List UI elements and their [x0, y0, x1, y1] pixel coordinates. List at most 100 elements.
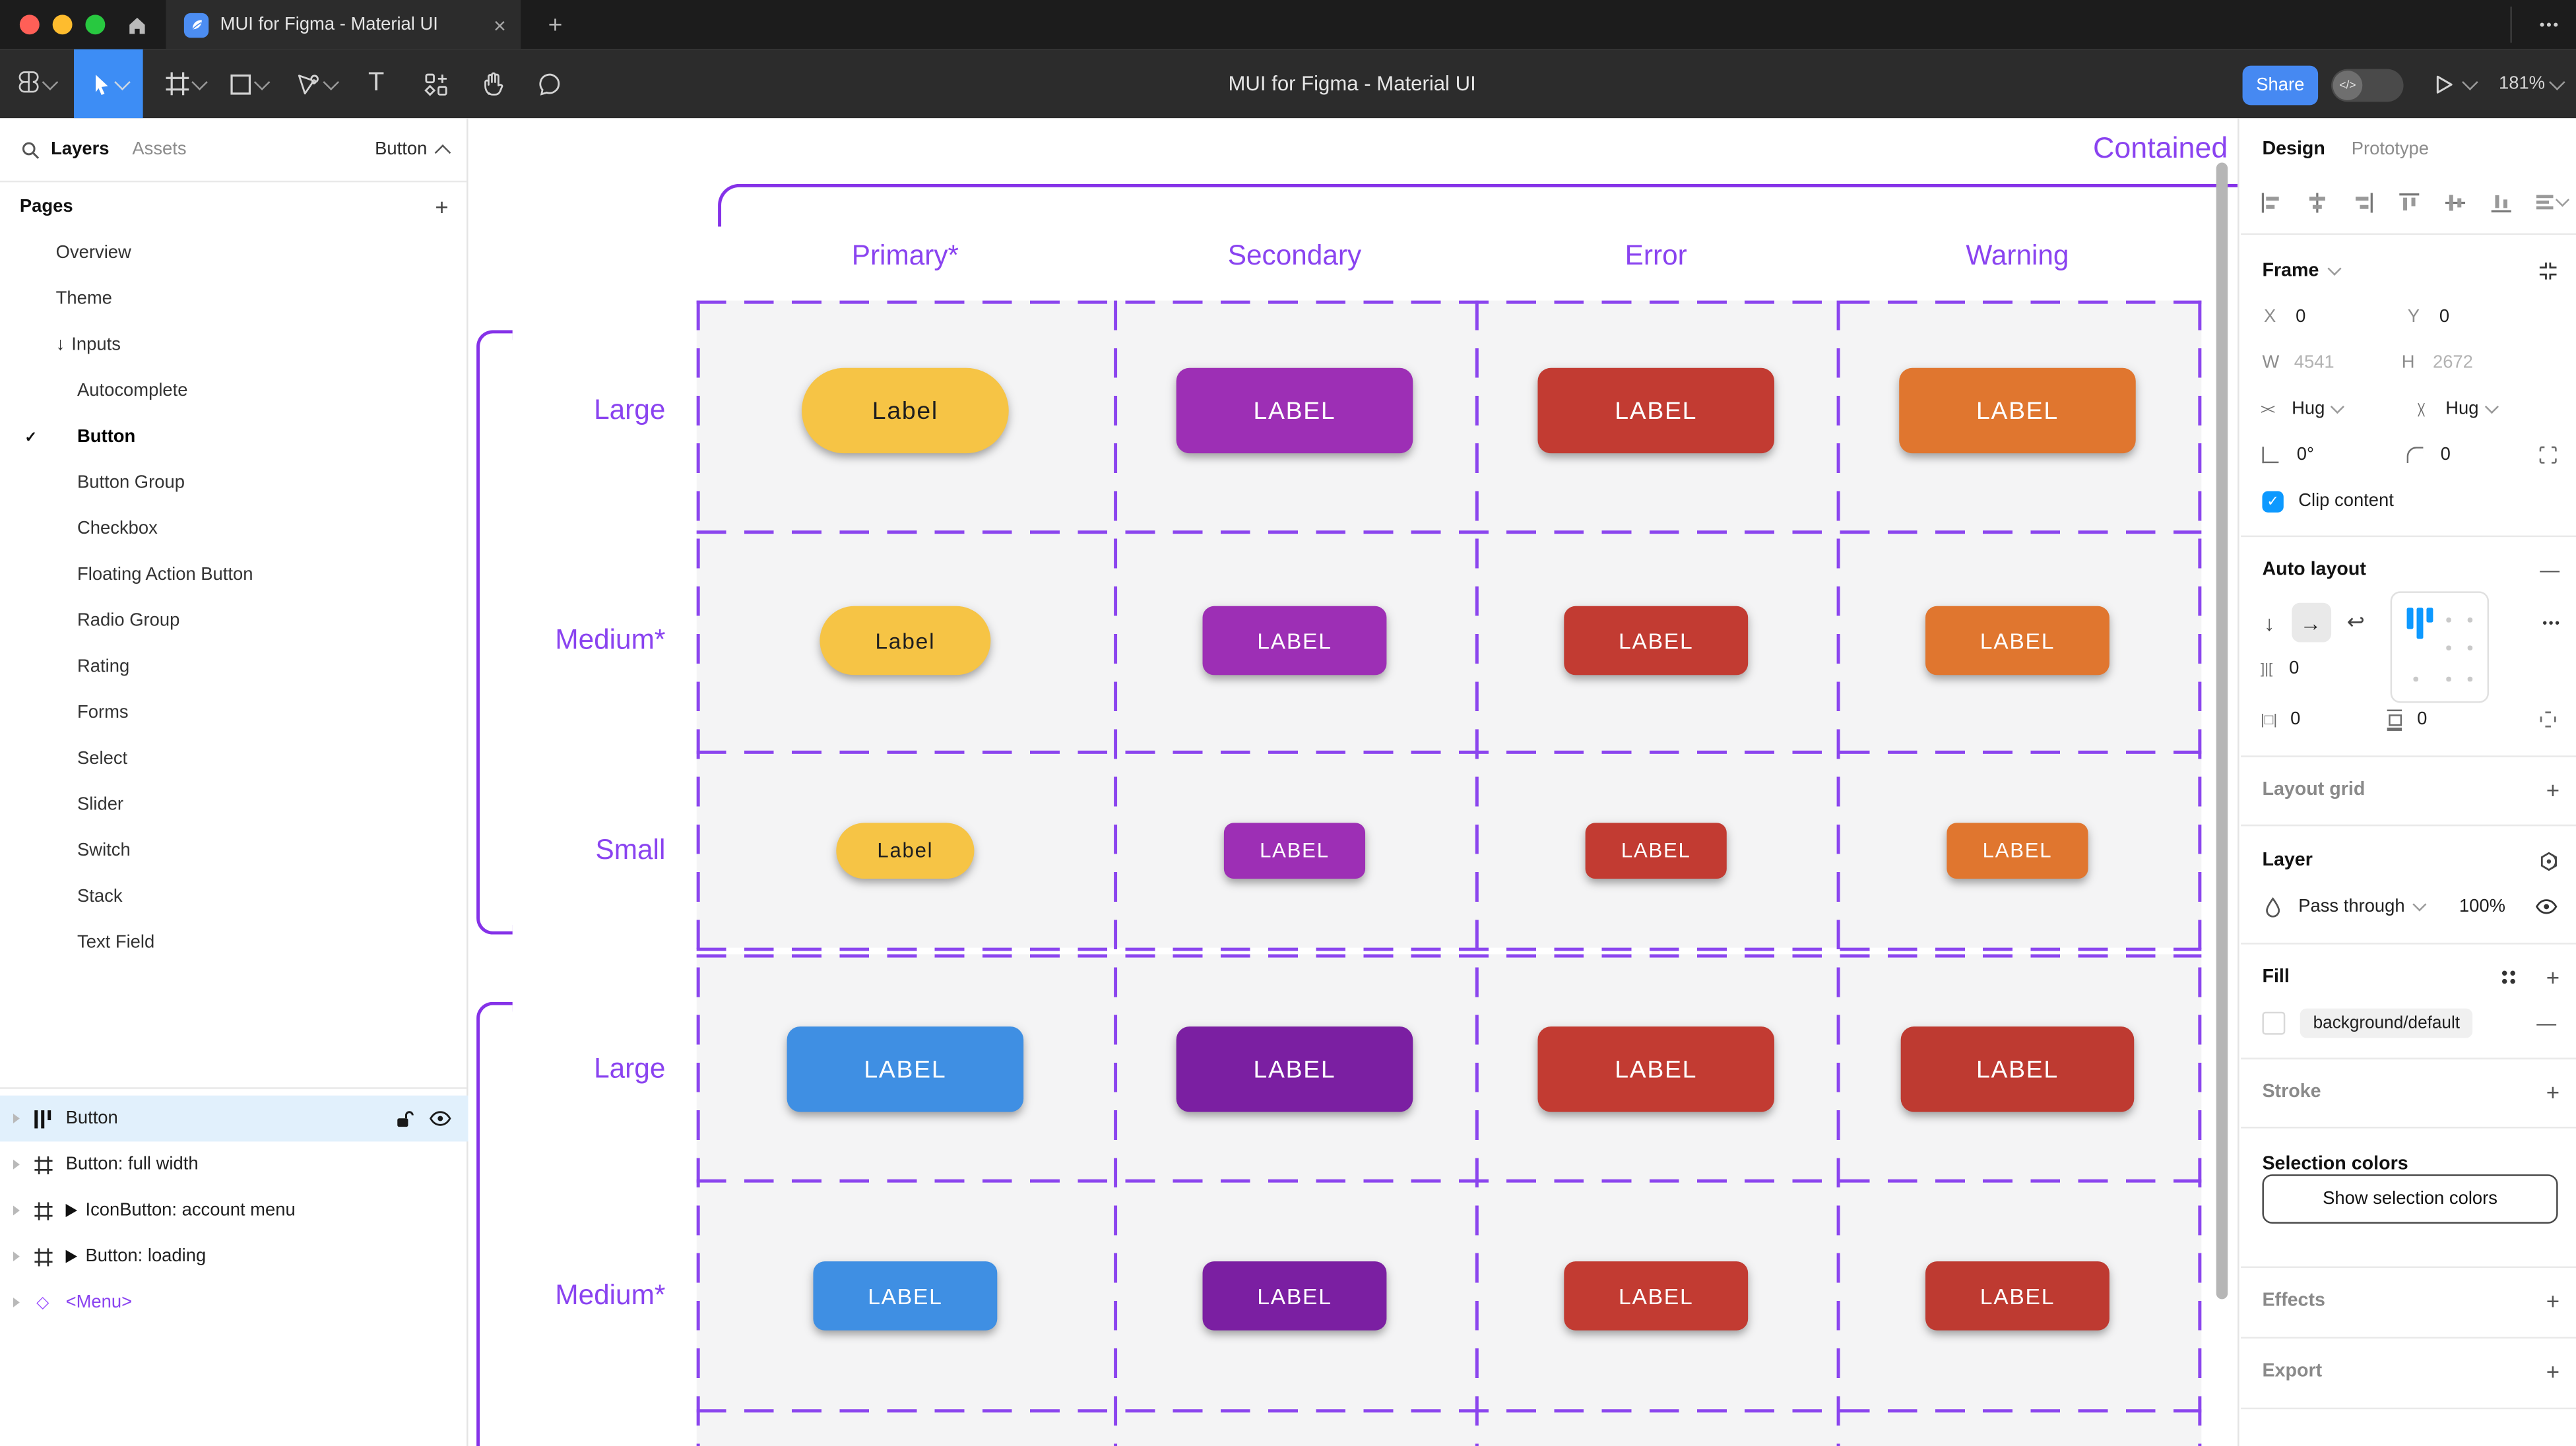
- flow-vertical-icon[interactable]: ↓: [2263, 610, 2275, 635]
- layer-row-button[interactable]: Button: [0, 1095, 468, 1142]
- zoom-level-dropdown[interactable]: 181%: [2499, 49, 2566, 119]
- align-bottom-icon[interactable]: [2491, 191, 2512, 212]
- layer-disclosure-icon[interactable]: [13, 1159, 20, 1170]
- canvas-button-medium-secondary[interactable]: LABEL: [1202, 606, 1387, 676]
- sidebar-page-inputs[interactable]: ↓ Inputs: [0, 322, 468, 368]
- canvas-button-medium-secondary[interactable]: LABEL: [1202, 1261, 1387, 1331]
- canvas-button-medium-primary[interactable]: LABEL: [813, 1261, 998, 1331]
- fill-styles-icon[interactable]: [2501, 970, 2515, 985]
- remove-auto-layout-icon[interactable]: —: [2540, 558, 2560, 582]
- canvas-button-medium-error[interactable]: LABEL: [1564, 1261, 1749, 1331]
- align-left-icon[interactable]: [2261, 191, 2282, 212]
- layer-row-iconbutton-account-menu[interactable]: IconButton: account menu: [0, 1187, 468, 1234]
- corner-radius-input[interactable]: 0: [2440, 445, 2451, 465]
- sidebar-page-slider[interactable]: Slider: [0, 782, 468, 828]
- sidebar-page-switch[interactable]: Switch: [0, 828, 468, 874]
- file-tab[interactable]: MUI for Figma - Material UI ×: [166, 0, 521, 49]
- tab-design[interactable]: Design: [2262, 139, 2325, 160]
- pen-tool-button[interactable]: [284, 49, 347, 119]
- shape-tool-button[interactable]: [218, 49, 278, 119]
- visibility-eye-icon[interactable]: [429, 1109, 452, 1129]
- tab-layers[interactable]: Layers: [51, 139, 110, 160]
- remove-fill-icon[interactable]: —: [2536, 1011, 2557, 1035]
- layer-disclosure-icon[interactable]: [13, 1205, 20, 1216]
- text-tool-button[interactable]: T: [368, 69, 385, 97]
- canvas-scrollbar[interactable]: [2216, 162, 2228, 1300]
- add-layout-grid-icon[interactable]: +: [2546, 776, 2560, 803]
- macos-close-button[interactable]: [19, 15, 40, 35]
- macos-minimize-button[interactable]: [52, 15, 73, 35]
- canvas[interactable]: Contained Primary* Secondary Error Warning …: [468, 118, 2238, 1446]
- layer-disclosure-icon[interactable]: [13, 1297, 20, 1307]
- fill-color-swatch[interactable]: [2262, 1011, 2286, 1035]
- canvas-button-small-primary[interactable]: Label: [836, 823, 975, 879]
- hand-tool-button[interactable]: [467, 49, 519, 119]
- canvas-button-large-error[interactable]: LABEL: [1537, 1026, 1774, 1112]
- frame-title[interactable]: Contained: [2093, 131, 2228, 164]
- align-top-icon[interactable]: [2399, 191, 2420, 212]
- canvas-button-small-warning[interactable]: LABEL: [1947, 823, 2088, 879]
- tab-assets[interactable]: Assets: [132, 139, 187, 160]
- show-selection-colors-button[interactable]: Show selection colors: [2262, 1174, 2558, 1224]
- frame-type-dropdown[interactable]: Frame: [2262, 261, 2341, 281]
- canvas-button-medium-warning[interactable]: LABEL: [1925, 606, 2109, 676]
- file-name-title[interactable]: MUI for Figma - Material UI: [1228, 72, 1476, 96]
- add-stroke-icon[interactable]: +: [2546, 1079, 2560, 1106]
- canvas-button-medium-error[interactable]: LABEL: [1564, 606, 1749, 676]
- distribute-icon[interactable]: [2535, 192, 2569, 212]
- comment-tool-button[interactable]: [523, 49, 575, 119]
- dev-mode-toggle[interactable]: </>: [2331, 69, 2404, 102]
- present-button[interactable]: [2433, 49, 2478, 119]
- canvas-button-small-error[interactable]: LABEL: [1585, 823, 1727, 879]
- canvas-button-large-error[interactable]: LABEL: [1537, 367, 1774, 454]
- flow-horizontal-icon[interactable]: →: [2291, 602, 2331, 643]
- vertical-sizing-dropdown[interactable]: Hug: [2445, 399, 2498, 419]
- tab-close-icon[interactable]: ×: [493, 12, 506, 38]
- layer-row-button-full-width[interactable]: Button: full width: [0, 1141, 468, 1187]
- add-effect-icon[interactable]: +: [2546, 1288, 2560, 1314]
- sidebar-page-forms[interactable]: Forms: [0, 690, 468, 736]
- padding-vertical-input[interactable]: 0: [2417, 709, 2428, 730]
- add-fill-icon[interactable]: +: [2546, 964, 2560, 991]
- independent-padding-icon[interactable]: [2538, 710, 2558, 730]
- canvas-button-large-primary[interactable]: Label: [802, 367, 1009, 454]
- align-right-icon[interactable]: [2352, 191, 2373, 212]
- collapse-icon[interactable]: [2538, 261, 2558, 281]
- sidebar-page-select[interactable]: Select: [0, 736, 468, 782]
- add-page-icon[interactable]: +: [435, 193, 449, 220]
- w-input[interactable]: 4541: [2294, 353, 2334, 373]
- current-page-dropdown[interactable]: Button: [375, 140, 451, 160]
- sidebar-page-checkbox[interactable]: Checkbox: [0, 506, 468, 552]
- blend-mode-dropdown[interactable]: Pass through: [2298, 896, 2426, 916]
- frame-tool-button[interactable]: [156, 49, 216, 119]
- flow-wrap-icon[interactable]: ↩: [2346, 609, 2365, 635]
- sidebar-page-overview[interactable]: Overview: [0, 230, 468, 276]
- alignment-matrix[interactable]: [2390, 591, 2490, 703]
- canvas-button-small-secondary[interactable]: LABEL: [1223, 823, 1366, 879]
- sidebar-page-text-field[interactable]: Text Field: [0, 920, 468, 966]
- canvas-button-large-secondary[interactable]: LABEL: [1176, 367, 1413, 454]
- unlock-icon[interactable]: [395, 1108, 414, 1129]
- main-menu-button[interactable]: [13, 49, 59, 119]
- h-input[interactable]: 2672: [2432, 353, 2473, 373]
- y-input[interactable]: 0: [2439, 307, 2450, 327]
- sidebar-page-rating[interactable]: Rating: [0, 644, 468, 690]
- sidebar-page-autocomplete[interactable]: Autocomplete: [0, 368, 468, 414]
- canvas-button-large-primary[interactable]: LABEL: [787, 1026, 1024, 1112]
- auto-layout-more-icon[interactable]: •••: [2542, 615, 2561, 630]
- new-tab-button[interactable]: +: [548, 11, 563, 39]
- padding-horizontal-input[interactable]: 0: [2290, 709, 2301, 730]
- share-button[interactable]: Share: [2242, 65, 2319, 106]
- sidebar-page-button-group[interactable]: Button Group: [0, 460, 468, 506]
- sidebar-page-button[interactable]: ✓ Button: [0, 414, 468, 460]
- layer-disclosure-icon[interactable]: [13, 1114, 20, 1124]
- canvas-button-large-secondary[interactable]: LABEL: [1176, 1026, 1413, 1112]
- home-icon[interactable]: [118, 0, 154, 49]
- clip-content-checkbox[interactable]: ✓: [2262, 490, 2284, 512]
- opacity-input[interactable]: 100%: [2459, 896, 2505, 917]
- canvas-button-medium-warning[interactable]: LABEL: [1925, 1261, 2109, 1331]
- canvas-button-medium-primary[interactable]: Label: [820, 606, 991, 676]
- rotation-input[interactable]: 0°: [2296, 445, 2314, 465]
- x-input[interactable]: 0: [2296, 307, 2306, 327]
- move-tool-button[interactable]: [74, 49, 143, 119]
